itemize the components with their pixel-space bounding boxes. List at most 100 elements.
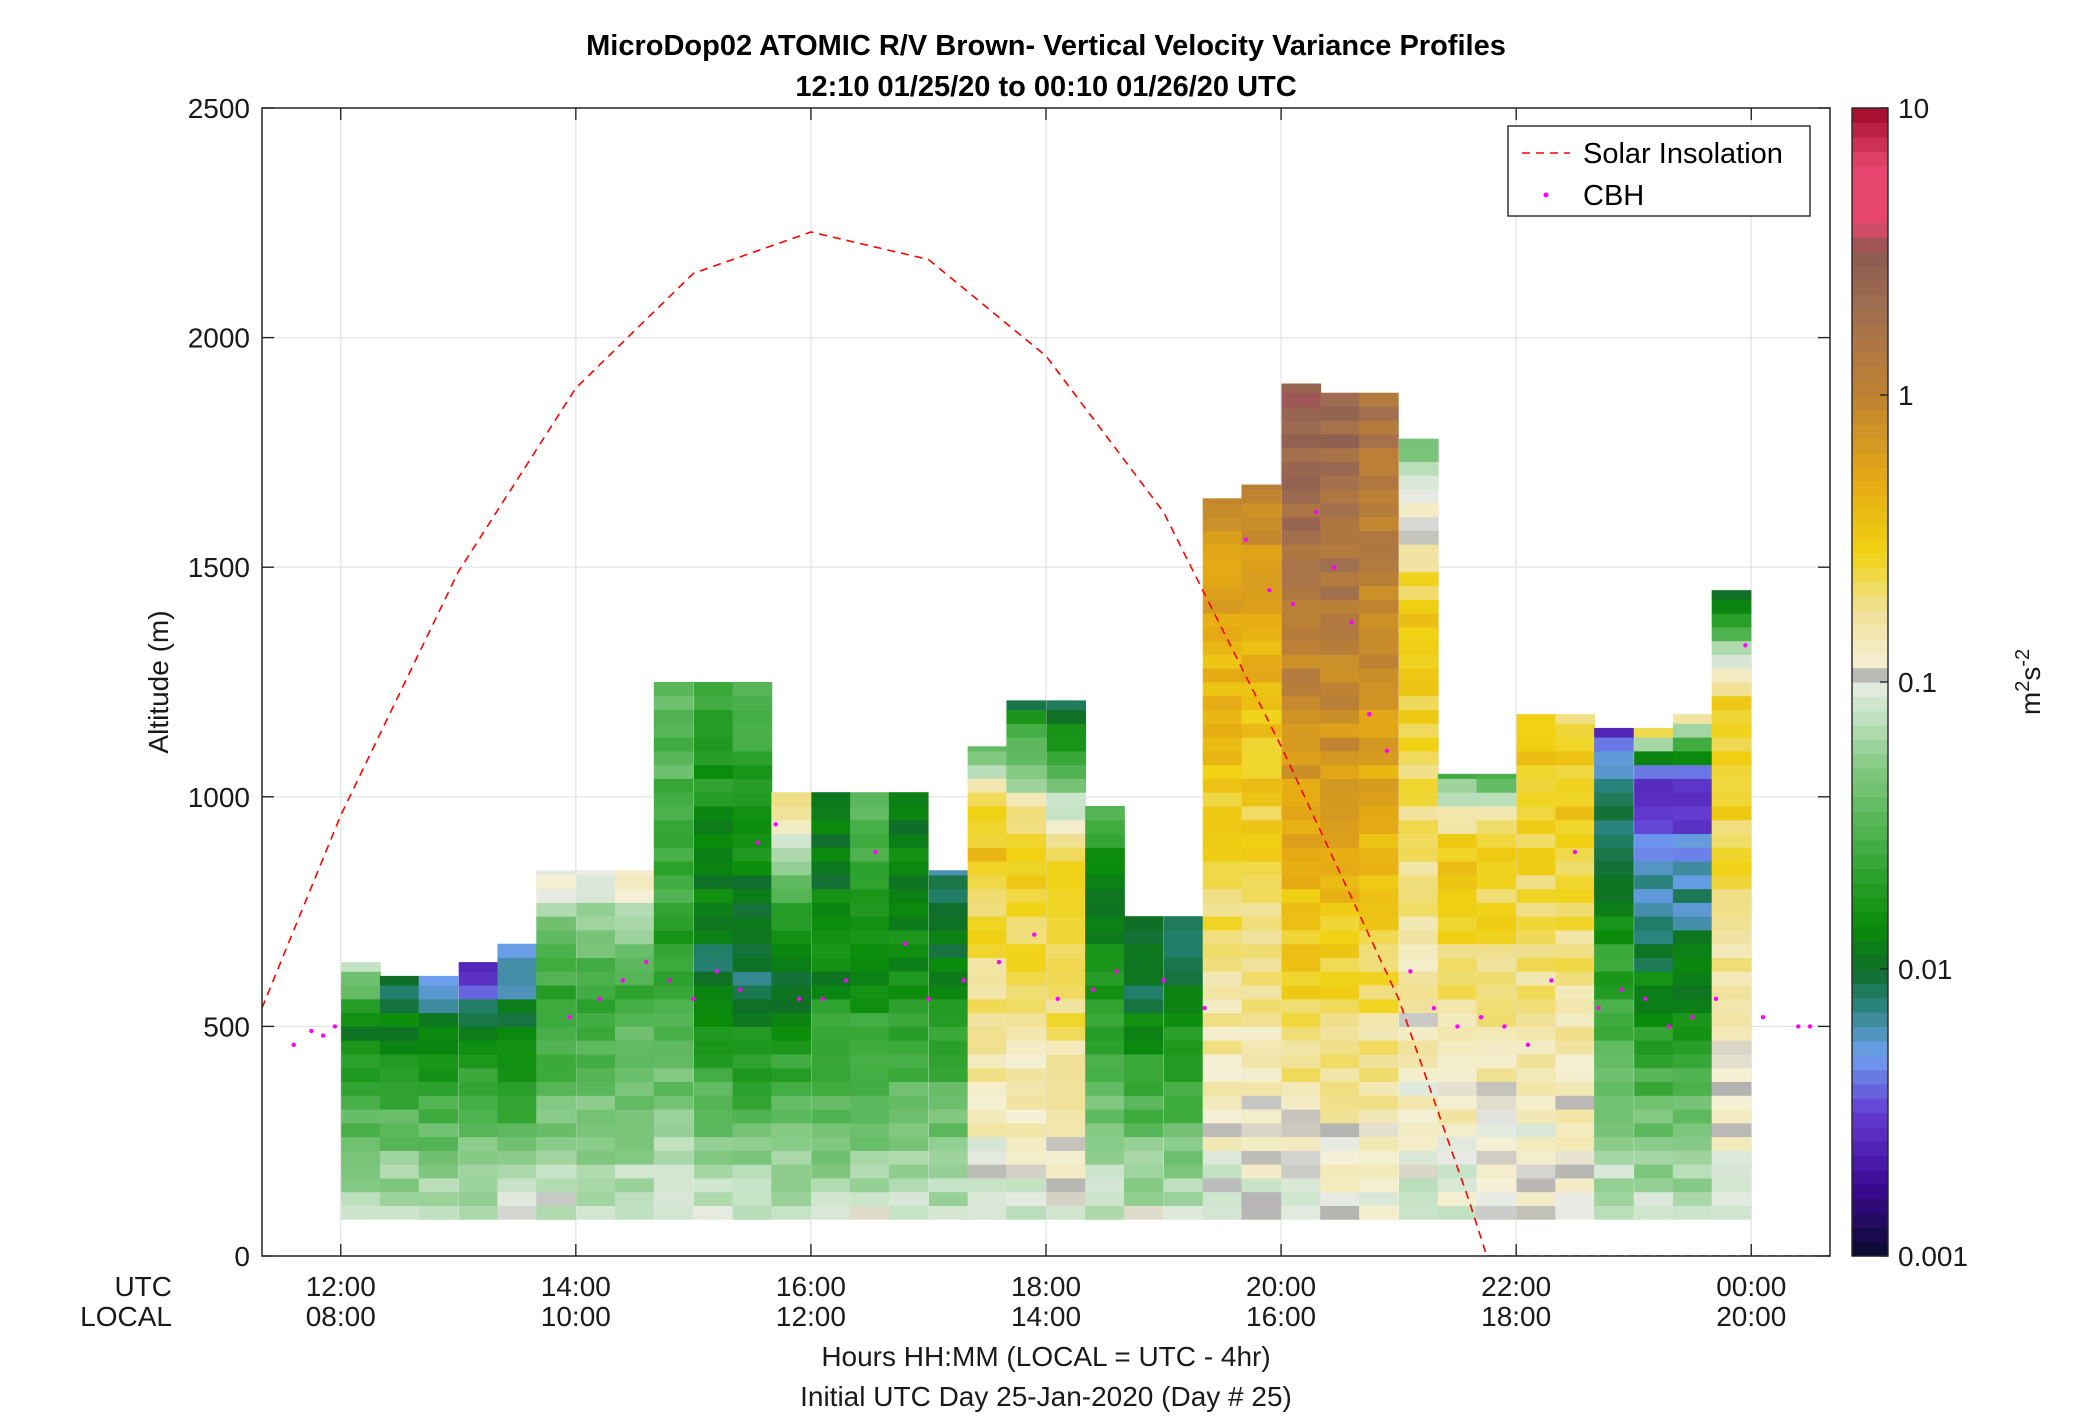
- heatmap-cell: [1634, 1136, 1674, 1151]
- heatmap-cell: [1555, 929, 1596, 945]
- heatmap-cell: [1202, 861, 1243, 876]
- x-axis-label: Hours HH:MM (LOCAL = UTC - 4hr): [821, 1341, 1270, 1372]
- heatmap-cell: [576, 1067, 616, 1083]
- heatmap-cell: [771, 1136, 812, 1151]
- cbh-markers: [291, 509, 1813, 1047]
- colorbar-band: [1852, 380, 1888, 396]
- heatmap-cell: [1241, 484, 1282, 490]
- heatmap-cell: [1711, 1150, 1752, 1165]
- heatmap-cell: [1711, 778, 1752, 793]
- heatmap-cell: [653, 957, 694, 972]
- heatmap-cell: [653, 1136, 694, 1151]
- heatmap-cell: [1359, 640, 1399, 655]
- heatmap-cell: [1006, 1150, 1047, 1165]
- heatmap-cell: [732, 929, 773, 945]
- heatmap-cell: [811, 1067, 851, 1083]
- heatmap-cell: [967, 985, 1008, 1000]
- heatmap-cell: [1516, 1177, 1557, 1193]
- heatmap-cell: [693, 778, 734, 793]
- heatmap-cell: [1476, 1122, 1517, 1138]
- x-tick-label-local: 10:00: [541, 1301, 611, 1332]
- heatmap-cell: [1085, 1012, 1125, 1027]
- heatmap-cell: [732, 985, 773, 1000]
- heatmap-cell: [1320, 585, 1360, 600]
- heatmap-cell: [1320, 1026, 1360, 1041]
- heatmap-cell: [771, 971, 812, 986]
- heatmap-cell: [693, 1164, 734, 1179]
- heatmap-cell: [458, 985, 499, 1000]
- heatmap-cell: [1281, 544, 1322, 559]
- heatmap-cell: [1594, 902, 1634, 917]
- x-tick-label-local: 14:00: [1011, 1301, 1081, 1332]
- heatmap-cell: [1085, 888, 1125, 903]
- heatmap-cell: [576, 1150, 616, 1165]
- heatmap-cell: [1085, 805, 1125, 821]
- heatmap-cell: [1711, 613, 1752, 628]
- heatmap-cell: [1320, 750, 1360, 766]
- colorbar-band: [1852, 667, 1888, 683]
- heatmap-cell: [1085, 1053, 1125, 1069]
- heatmap-cell: [693, 709, 734, 724]
- heatmap-cell: [1046, 1053, 1087, 1069]
- heatmap-cell: [1476, 1067, 1517, 1083]
- heatmap-cell: [1202, 985, 1243, 1000]
- heatmap-cell: [1241, 1205, 1282, 1220]
- heatmap-cell: [418, 1164, 459, 1179]
- colorbar-band: [1852, 753, 1888, 769]
- heatmap-cell: [1594, 861, 1634, 876]
- heatmap-cell: [1672, 1067, 1713, 1083]
- heatmap-cell: [1399, 585, 1439, 600]
- heatmap-cell: [1634, 833, 1674, 848]
- heatmap-cell: [1437, 1081, 1478, 1096]
- heatmap-cell: [1320, 998, 1360, 1014]
- colorbar-band: [1852, 495, 1888, 511]
- heatmap-cell: [1516, 902, 1557, 917]
- heatmap-cell: [693, 957, 734, 972]
- heatmap-cell: [1320, 682, 1360, 697]
- heatmap-cell: [536, 874, 576, 890]
- cbh-point: [1807, 1024, 1813, 1029]
- cbh-point: [1161, 978, 1166, 983]
- heatmap-cell: [888, 1205, 929, 1220]
- heatmap-cell: [1516, 1191, 1557, 1206]
- heatmap-cell: [1672, 737, 1713, 752]
- colorbar-band: [1852, 151, 1888, 166]
- heatmap-cell: [811, 1136, 851, 1151]
- heatmap-cell: [1476, 1136, 1517, 1151]
- heatmap-cell: [1672, 943, 1713, 959]
- heatmap-cell: [615, 1095, 655, 1110]
- heatmap-cell: [1672, 792, 1713, 807]
- heatmap-cell: [1163, 943, 1204, 959]
- heatmap-cell: [615, 870, 655, 876]
- heatmap-cell: [1594, 727, 1634, 738]
- heatmap-cell: [1594, 1177, 1634, 1193]
- heatmap-cell: [1634, 1026, 1674, 1041]
- heatmap-cell: [732, 792, 773, 807]
- heatmap-cell: [1672, 819, 1713, 835]
- heatmap-cell: [1281, 516, 1322, 531]
- heatmap-cell: [928, 1081, 969, 1096]
- heatmap-cell: [1241, 489, 1282, 504]
- heatmap-cell: [1516, 1053, 1557, 1069]
- heatmap-cell: [418, 1095, 459, 1110]
- heatmap-cell: [1202, 695, 1243, 711]
- heatmap-cell: [536, 943, 576, 959]
- heatmap-cell: [1555, 778, 1596, 793]
- heatmap-cell: [732, 957, 773, 972]
- heatmap-cell: [653, 833, 694, 848]
- heatmap-cell: [1241, 874, 1282, 890]
- heatmap-cell: [1359, 668, 1399, 683]
- heatmap-cell: [1516, 833, 1557, 848]
- heatmap-cell: [536, 1191, 576, 1206]
- heatmap-cell: [615, 1164, 655, 1179]
- heatmap-cell: [1594, 750, 1634, 766]
- heatmap-cell: [1241, 599, 1282, 614]
- heatmap-cell: [1202, 1109, 1243, 1124]
- heatmap-cell: [1555, 1122, 1596, 1138]
- heatmap-cell: [732, 695, 773, 711]
- heatmap-cell: [458, 1177, 499, 1193]
- heatmap-cell: [693, 764, 734, 779]
- heatmap-cell: [1711, 668, 1752, 683]
- heatmap-cell: [1437, 971, 1478, 986]
- heatmap-cell: [693, 847, 734, 862]
